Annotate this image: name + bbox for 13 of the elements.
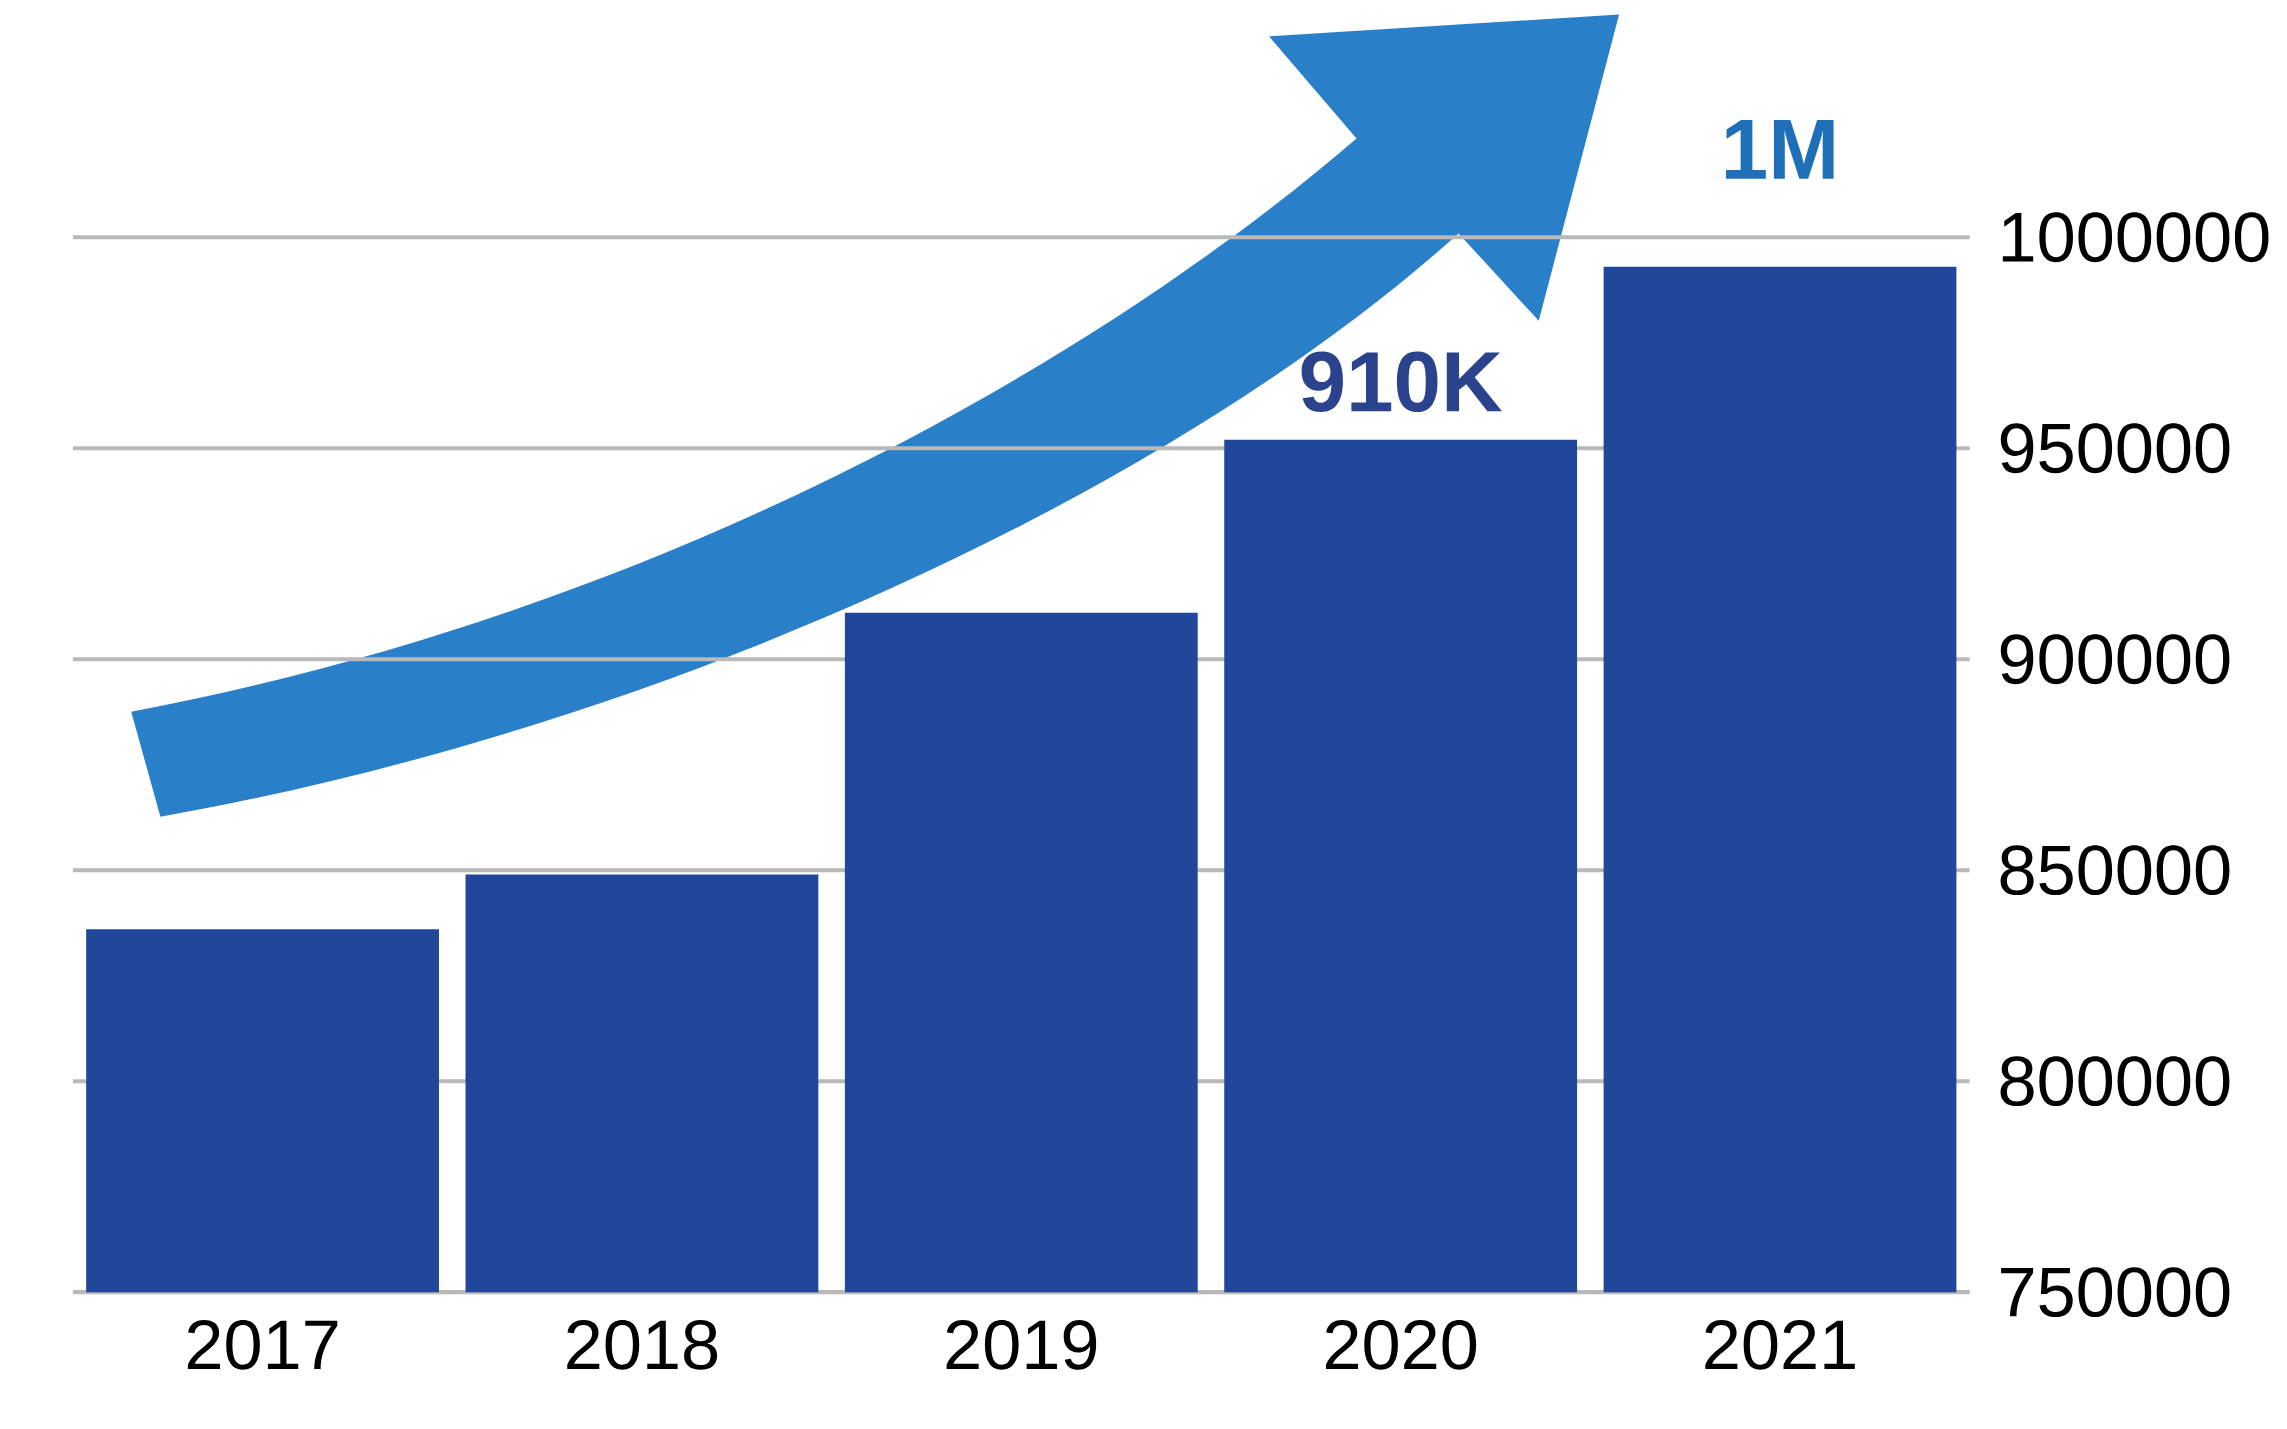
x-tick-label: 2020: [1325, 1319, 1477, 1370]
y-tick-label: 950000: [2000, 423, 2230, 473]
y-tick-label: 850000: [2000, 845, 2230, 895]
annotation: 910K: [1301, 351, 1502, 412]
text: 1M: [1726, 119, 1834, 179]
y-tick-label: 900000: [2000, 634, 2230, 684]
x-tick-label: 2018: [567, 1319, 718, 1370]
y-tick-label: 750000: [2001, 1267, 2230, 1317]
x-tick-label: 2021: [1705, 1319, 1855, 1370]
y-tick-label: 1000000: [2002, 212, 2269, 262]
x-tick-label: 2017: [187, 1319, 338, 1370]
y-tick-label: 800000: [2000, 1056, 2230, 1106]
x-tick-label: 2019: [946, 1319, 1097, 1370]
